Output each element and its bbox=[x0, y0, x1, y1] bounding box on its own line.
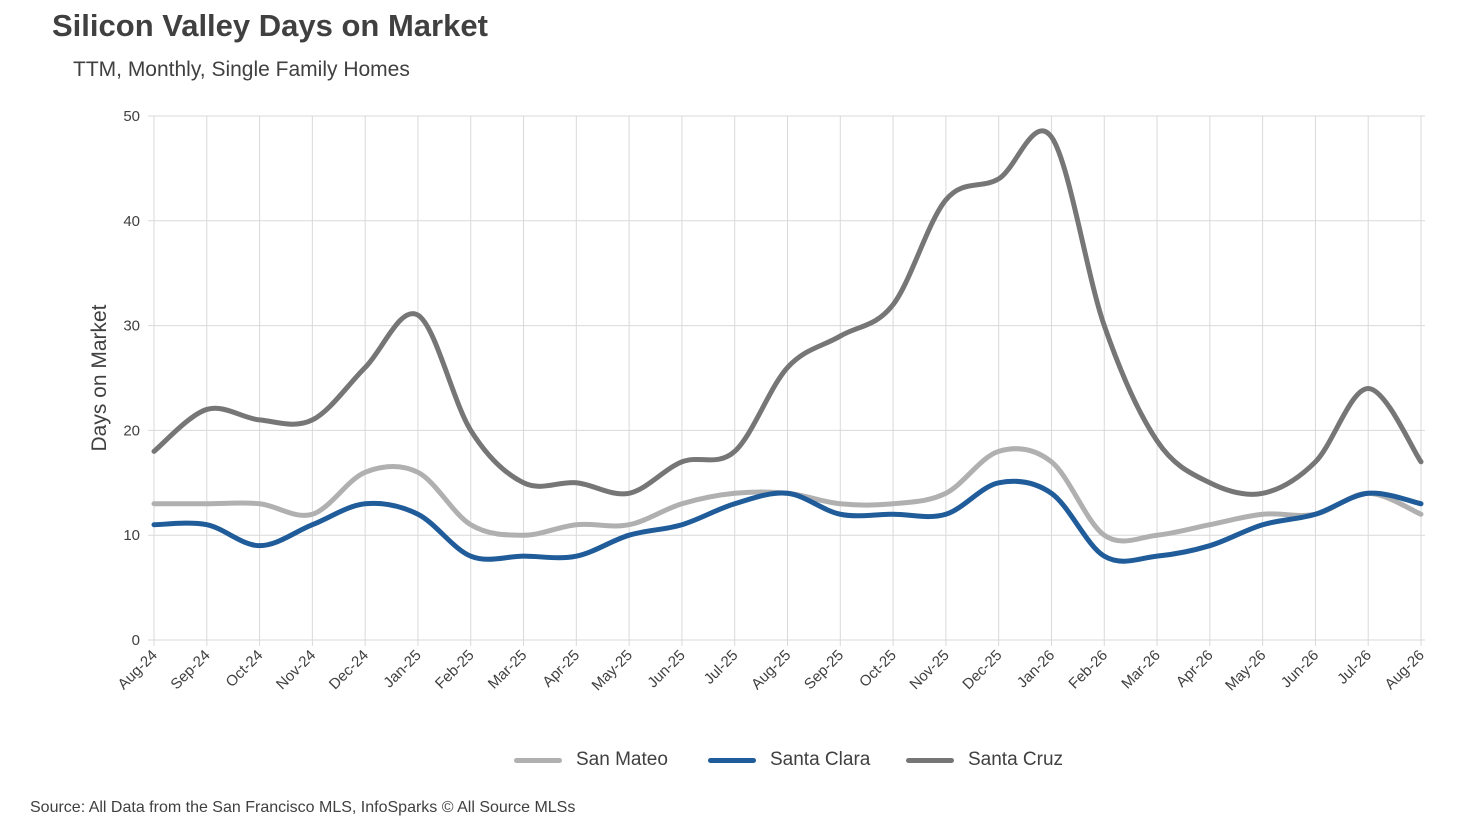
x-tick-label: May-26 bbox=[1222, 647, 1269, 694]
x-tick-label: Dec-25 bbox=[959, 647, 1005, 693]
x-tick-label: Jan-26 bbox=[1014, 647, 1058, 691]
x-tick-label: Aug-26 bbox=[1382, 647, 1428, 693]
x-tick-label: Oct-25 bbox=[856, 647, 900, 691]
x-tick-label: Apr-25 bbox=[539, 647, 583, 691]
y-tick-label: 0 bbox=[132, 632, 140, 649]
x-tick-label: Nov-24 bbox=[273, 647, 319, 693]
x-tick-label: Feb-26 bbox=[1065, 647, 1111, 693]
x-tick-label: May-25 bbox=[589, 647, 636, 694]
y-tick-label: 50 bbox=[123, 108, 140, 125]
x-tick-label: Jul-26 bbox=[1334, 647, 1375, 688]
x-tick-label: Jun-25 bbox=[644, 647, 688, 691]
x-tick-label: Apr-26 bbox=[1173, 647, 1217, 691]
legend-label-santa-cruz: Santa Cruz bbox=[968, 749, 1064, 770]
x-tick-label: Jun-26 bbox=[1278, 647, 1322, 691]
x-tick-label: Feb-25 bbox=[432, 647, 478, 693]
y-tick-label: 30 bbox=[123, 318, 140, 335]
x-tick-label: Mar-26 bbox=[1118, 647, 1164, 693]
y-tick-label: 20 bbox=[123, 422, 140, 439]
x-tick-label: Jul-25 bbox=[701, 647, 742, 688]
x-tick-label: Sep-24 bbox=[167, 647, 213, 693]
x-tick-label: Aug-24 bbox=[115, 647, 161, 693]
series-line-santa-cruz bbox=[151, 128, 1424, 497]
legend-label-santa-clara: Santa Clara bbox=[770, 749, 871, 770]
x-tick-label: Dec-24 bbox=[326, 647, 372, 693]
chart-subtitle: TTM, Monthly, Single Family Homes bbox=[73, 58, 410, 81]
x-tick-label: Nov-25 bbox=[906, 647, 952, 693]
grid-layer bbox=[148, 115, 1425, 646]
legend-swatch-santa-cruz bbox=[906, 757, 954, 763]
chart-title: Silicon Valley Days on Market bbox=[52, 8, 488, 43]
legend-item-santa-cruz: Santa Cruz bbox=[906, 748, 1063, 772]
y-tick-label: 40 bbox=[123, 213, 140, 230]
legend-item-san-mateo: San Mateo bbox=[514, 748, 668, 772]
legend-swatch-santa-clara bbox=[708, 757, 756, 763]
legend: San Mateo Santa Clara Santa Cruz bbox=[0, 748, 1470, 776]
x-tick-label: Aug-25 bbox=[748, 647, 794, 693]
x-tick-label: Mar-25 bbox=[485, 647, 531, 693]
y-axis-title: Days on Market bbox=[88, 304, 111, 451]
x-tick-label: Sep-25 bbox=[801, 647, 847, 693]
x-tick-label: Jan-25 bbox=[380, 647, 424, 691]
legend-swatch-san-mateo bbox=[514, 757, 562, 763]
y-tick-label: 10 bbox=[123, 527, 140, 544]
series-layer bbox=[151, 128, 1424, 564]
source-note: Source: All Data from the San Francisco … bbox=[30, 799, 576, 816]
series-line-santa-clara bbox=[151, 478, 1424, 564]
legend-item-santa-clara: Santa Clara bbox=[708, 748, 870, 772]
x-tick-label: Oct-24 bbox=[223, 647, 267, 691]
legend-label-san-mateo: San Mateo bbox=[576, 749, 668, 770]
